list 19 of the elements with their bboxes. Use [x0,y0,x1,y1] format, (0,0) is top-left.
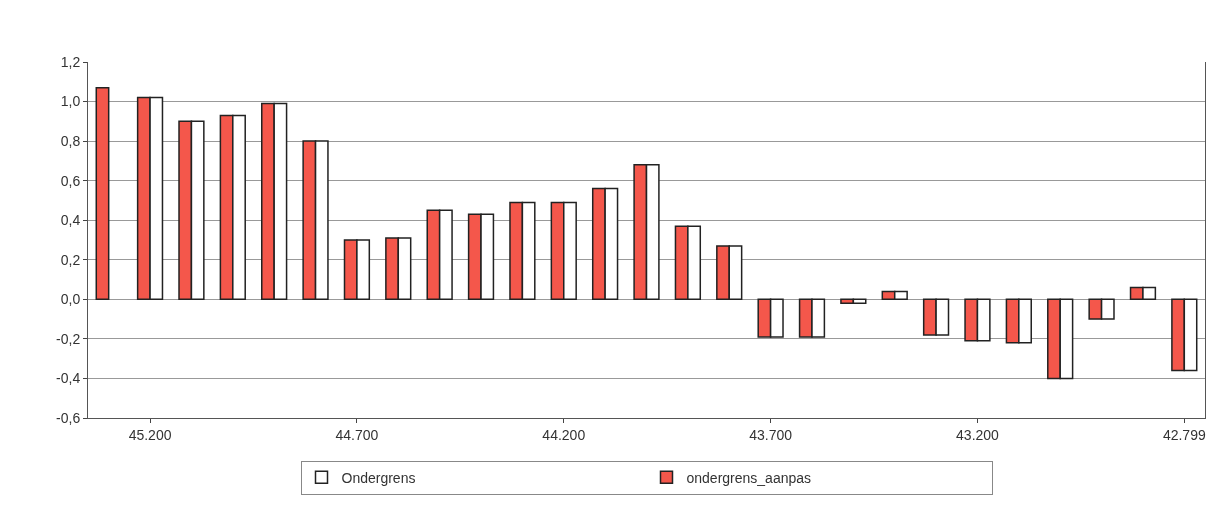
x-tick-label: 44.200 [542,426,586,443]
y-tick-label: 0,6 [60,172,81,189]
y-tick-label: -0,4 [56,370,81,387]
y-tick-label: 0,8 [60,133,81,150]
x-tick-label: 42.799 [1162,426,1206,443]
y-tick-label: 0,0 [60,291,81,308]
y-tick-label: 1,2 [60,53,81,70]
x-tick-label: 43.700 [749,426,793,443]
x-tick-label: 44.700 [335,426,379,443]
x-tick-label: 45.200 [128,426,172,443]
bar [95,86,110,301]
y-tick-label: 1,0 [60,93,81,110]
y-tick-label: -0,2 [56,330,81,347]
y-tick-label: 0,2 [60,251,81,268]
legend-label: Ondergrens [341,469,416,486]
y-tick-label: -0,6 [56,409,81,426]
x-tick-label: 43.200 [956,426,1000,443]
y-tick-label: 0,4 [60,212,81,229]
legend-label: ondergrens_aanpas [686,469,812,486]
